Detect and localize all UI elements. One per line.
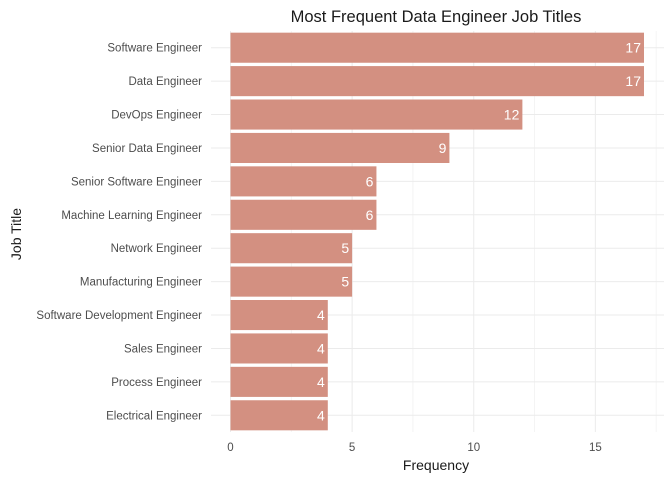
data-label: 17 [625,40,641,56]
bar [230,333,328,364]
y-tick-label: Machine Learning Engineer [61,210,202,222]
bar [230,366,328,397]
y-tick-label: DevOps Engineer [111,110,202,122]
data-label: 12 [504,107,520,123]
x-axis-title: Frequency [403,457,469,473]
y-axis-title: Job Title [8,208,24,260]
y-tick-label: Network Engineer [111,243,203,255]
bar [230,32,644,63]
chart-title: Most Frequent Data Engineer Job Titles [291,8,582,26]
y-tick-label: Process Engineer [111,377,202,389]
y-tick-labels: Software Engineer Data Engineer DevOps Eng… [36,43,202,423]
bar [230,266,353,297]
data-label: 6 [366,173,374,189]
bar [230,99,523,130]
y-tick-label: Electrical Engineer [106,410,202,422]
x-tick-label: 5 [349,442,355,454]
data-label: 4 [317,307,325,323]
bar [230,132,450,163]
x-tick-labels: 0 5 10 15 [227,442,601,454]
data-label: 17 [625,73,641,89]
data-label: 9 [439,140,447,156]
data-labels: 17 17 12 9 6 6 5 5 4 4 4 4 [317,40,641,424]
bar [230,233,353,264]
bar [230,166,377,197]
x-tick-label: 0 [227,442,233,454]
y-tick-label: Software Engineer [107,43,202,55]
y-tick-label: Senior Software Engineer [71,176,202,188]
data-label: 4 [317,407,325,423]
bar [230,400,328,431]
bar [230,300,328,331]
x-tick-label: 10 [467,442,480,454]
data-label: 5 [341,240,349,256]
y-tick-label: Sales Engineer [124,343,202,355]
y-tick-label: Senior Data Engineer [92,143,202,155]
data-label: 6 [366,207,374,223]
x-tick-label: 15 [589,442,602,454]
data-label: 5 [341,274,349,290]
data-label: 4 [317,340,325,356]
y-tick-label: Software Development Engineer [36,310,202,322]
bar [230,199,377,230]
y-tick-label: Manufacturing Engineer [80,277,202,289]
bar [230,66,644,97]
y-tick-label: Data Engineer [128,76,202,88]
bars [230,32,644,431]
data-label: 4 [317,374,325,390]
